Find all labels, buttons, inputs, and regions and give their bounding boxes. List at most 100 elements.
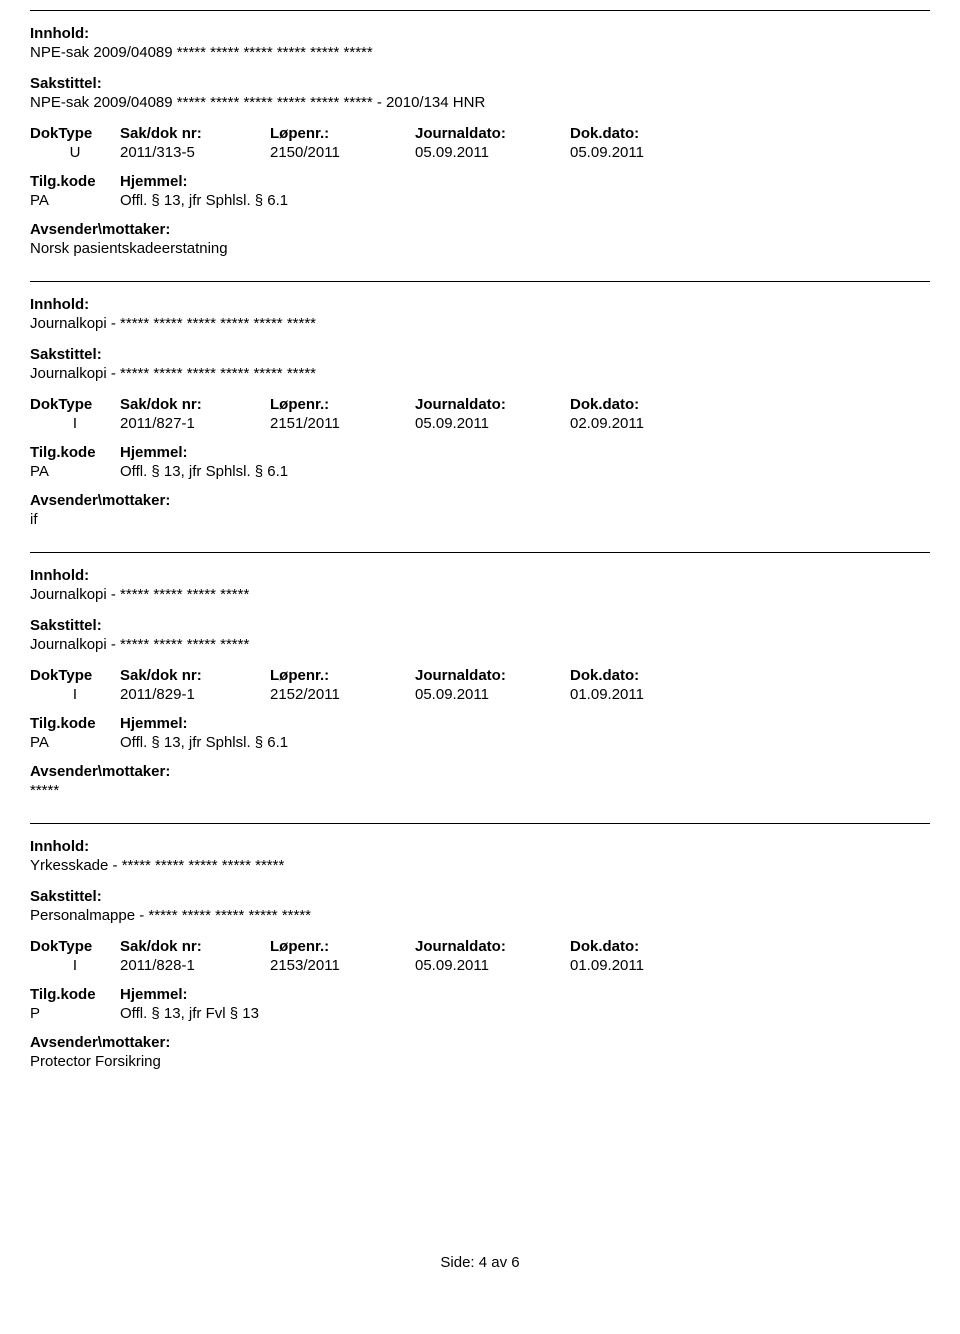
- tilg-headers: Tilg.kode Hjemmel:: [30, 986, 930, 1003]
- hjemmel-value: Offl. § 13, jfr Sphlsl. § 6.1: [120, 192, 520, 209]
- sakdok-header: Sak/dok nr:: [120, 396, 270, 413]
- avsender-label: Avsender\mottaker:: [30, 1034, 930, 1051]
- sakstittel-value: Journalkopi - ***** ***** ***** ***** **…: [30, 365, 930, 382]
- hjemmel-header: Hjemmel:: [120, 173, 420, 190]
- avsender-value: Protector Forsikring: [30, 1053, 930, 1070]
- detail-headers: DokType Sak/dok nr: Løpenr.: Journaldato…: [30, 125, 930, 142]
- journal-entry: Innhold: Yrkesskade - ***** ***** ***** …: [30, 823, 930, 1094]
- tilg-values: PA Offl. § 13, jfr Sphlsl. § 6.1: [30, 192, 930, 209]
- innhold-value: Journalkopi - ***** ***** ***** ***** **…: [30, 315, 930, 332]
- sakdok-value: 2011/828-1: [120, 957, 270, 974]
- journaldato-header: Journaldato:: [415, 125, 570, 142]
- sakdok-value: 2011/829-1: [120, 686, 270, 703]
- dokdato-header: Dok.dato:: [570, 396, 720, 413]
- avsender-value: if: [30, 511, 930, 528]
- doktype-header: DokType: [30, 396, 120, 413]
- tilgkode-header: Tilg.kode: [30, 986, 120, 1003]
- detail-headers: DokType Sak/dok nr: Løpenr.: Journaldato…: [30, 938, 930, 955]
- innhold-label: Innhold:: [30, 567, 930, 584]
- innhold-value: Yrkesskade - ***** ***** ***** ***** ***…: [30, 857, 930, 874]
- tilgkode-value: PA: [30, 734, 120, 751]
- lopenr-value: 2151/2011: [270, 415, 415, 432]
- doktype-header: DokType: [30, 938, 120, 955]
- sakstittel-value: NPE-sak 2009/04089 ***** ***** ***** ***…: [30, 94, 930, 111]
- detail-headers: DokType Sak/dok nr: Løpenr.: Journaldato…: [30, 396, 930, 413]
- dokdato-header: Dok.dato:: [570, 938, 720, 955]
- sakdok-header: Sak/dok nr:: [120, 125, 270, 142]
- hjemmel-header: Hjemmel:: [120, 715, 420, 732]
- hjemmel-value: Offl. § 13, jfr Fvl § 13: [120, 1005, 520, 1022]
- journal-entry: Innhold: NPE-sak 2009/04089 ***** ***** …: [30, 10, 930, 281]
- doktype-header: DokType: [30, 125, 120, 142]
- sakdok-header: Sak/dok nr:: [120, 938, 270, 955]
- doktype-value: U: [30, 144, 120, 161]
- dokdato-value: 01.09.2011: [570, 686, 720, 703]
- tilgkode-value: PA: [30, 463, 120, 480]
- sakstittel-label: Sakstittel:: [30, 617, 930, 634]
- journaldato-value: 05.09.2011: [415, 957, 570, 974]
- tilg-values: PA Offl. § 13, jfr Sphlsl. § 6.1: [30, 463, 930, 480]
- lopenr-header: Løpenr.:: [270, 125, 415, 142]
- dokdato-value: 05.09.2011: [570, 144, 720, 161]
- sakstittel-value: Journalkopi - ***** ***** ***** *****: [30, 636, 930, 653]
- journal-entry: Innhold: Journalkopi - ***** ***** *****…: [30, 552, 930, 823]
- journal-entry: Innhold: Journalkopi - ***** ***** *****…: [30, 281, 930, 552]
- detail-values: U 2011/313-5 2150/2011 05.09.2011 05.09.…: [30, 144, 930, 161]
- sakdok-header: Sak/dok nr:: [120, 667, 270, 684]
- journaldato-value: 05.09.2011: [415, 144, 570, 161]
- tilgkode-header: Tilg.kode: [30, 444, 120, 461]
- hjemmel-header: Hjemmel:: [120, 444, 420, 461]
- tilg-values: PA Offl. § 13, jfr Sphlsl. § 6.1: [30, 734, 930, 751]
- avsender-label: Avsender\mottaker:: [30, 763, 930, 780]
- dokdato-value: 01.09.2011: [570, 957, 720, 974]
- avsender-value: *****: [30, 782, 930, 799]
- doktype-value: I: [30, 415, 120, 432]
- lopenr-value: 2153/2011: [270, 957, 415, 974]
- innhold-label: Innhold:: [30, 838, 930, 855]
- sakstittel-label: Sakstittel:: [30, 888, 930, 905]
- avsender-value: Norsk pasientskadeerstatning: [30, 240, 930, 257]
- lopenr-value: 2150/2011: [270, 144, 415, 161]
- journaldato-value: 05.09.2011: [415, 686, 570, 703]
- page-footer: Side: 4 av 6: [30, 1254, 930, 1271]
- tilg-headers: Tilg.kode Hjemmel:: [30, 715, 930, 732]
- doktype-header: DokType: [30, 667, 120, 684]
- lopenr-header: Løpenr.:: [270, 938, 415, 955]
- journaldato-value: 05.09.2011: [415, 415, 570, 432]
- sakstittel-label: Sakstittel:: [30, 346, 930, 363]
- sakdok-value: 2011/313-5: [120, 144, 270, 161]
- innhold-label: Innhold:: [30, 296, 930, 313]
- lopenr-value: 2152/2011: [270, 686, 415, 703]
- dokdato-header: Dok.dato:: [570, 667, 720, 684]
- tilgkode-value: PA: [30, 192, 120, 209]
- tilg-headers: Tilg.kode Hjemmel:: [30, 444, 930, 461]
- journaldato-header: Journaldato:: [415, 396, 570, 413]
- dokdato-value: 02.09.2011: [570, 415, 720, 432]
- journaldato-header: Journaldato:: [415, 667, 570, 684]
- lopenr-header: Løpenr.:: [270, 667, 415, 684]
- innhold-value: Journalkopi - ***** ***** ***** *****: [30, 586, 930, 603]
- hjemmel-value: Offl. § 13, jfr Sphlsl. § 6.1: [120, 463, 520, 480]
- detail-values: I 2011/828-1 2153/2011 05.09.2011 01.09.…: [30, 957, 930, 974]
- tilg-headers: Tilg.kode Hjemmel:: [30, 173, 930, 190]
- sakstittel-label: Sakstittel:: [30, 75, 930, 92]
- innhold-label: Innhold:: [30, 25, 930, 42]
- detail-headers: DokType Sak/dok nr: Løpenr.: Journaldato…: [30, 667, 930, 684]
- detail-values: I 2011/829-1 2152/2011 05.09.2011 01.09.…: [30, 686, 930, 703]
- doktype-value: I: [30, 686, 120, 703]
- tilg-values: P Offl. § 13, jfr Fvl § 13: [30, 1005, 930, 1022]
- doktype-value: I: [30, 957, 120, 974]
- detail-values: I 2011/827-1 2151/2011 05.09.2011 02.09.…: [30, 415, 930, 432]
- journaldato-header: Journaldato:: [415, 938, 570, 955]
- tilgkode-header: Tilg.kode: [30, 173, 120, 190]
- hjemmel-value: Offl. § 13, jfr Sphlsl. § 6.1: [120, 734, 520, 751]
- sakdok-value: 2011/827-1: [120, 415, 270, 432]
- innhold-value: NPE-sak 2009/04089 ***** ***** ***** ***…: [30, 44, 930, 61]
- hjemmel-header: Hjemmel:: [120, 986, 420, 1003]
- lopenr-header: Løpenr.:: [270, 396, 415, 413]
- tilgkode-value: P: [30, 1005, 120, 1022]
- avsender-label: Avsender\mottaker:: [30, 221, 930, 238]
- sakstittel-value: Personalmappe - ***** ***** ***** ***** …: [30, 907, 930, 924]
- tilgkode-header: Tilg.kode: [30, 715, 120, 732]
- avsender-label: Avsender\mottaker:: [30, 492, 930, 509]
